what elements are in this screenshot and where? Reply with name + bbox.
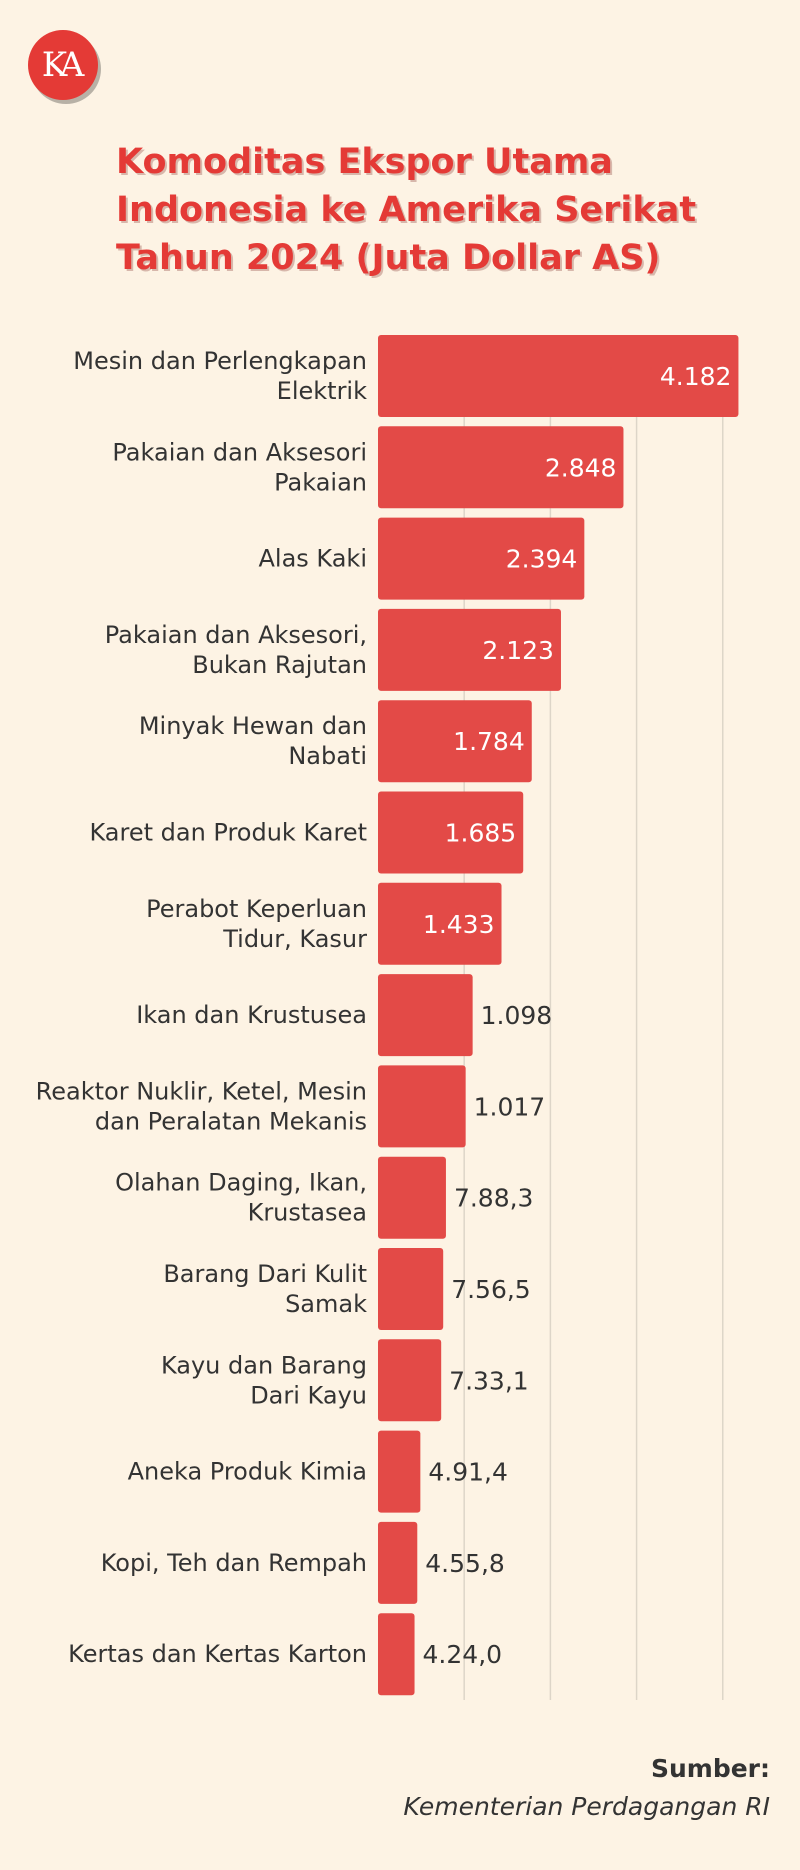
value-label: 4.182 xyxy=(660,362,732,391)
value-label: 7.33,1 xyxy=(449,1366,529,1395)
category-label: Kopi, Teh dan Rempah xyxy=(101,1549,367,1577)
bar xyxy=(378,974,473,1057)
value-label: 2.848 xyxy=(545,453,617,482)
bar xyxy=(378,517,585,600)
chart-title-line-3: Tahun 2024 (Juta Dollar AS) xyxy=(116,238,661,278)
bar xyxy=(378,1156,446,1239)
source-heading: Sumber: xyxy=(650,1754,770,1783)
value-label: 1.433 xyxy=(423,910,495,939)
chart-title-line-1: Komoditas Ekspor Utama xyxy=(116,142,613,182)
bar xyxy=(378,1521,418,1604)
bar xyxy=(378,426,624,509)
category-label: Minyak Hewan dan Nabati xyxy=(139,712,367,770)
chart-title: Komoditas Ekspor Utama Indonesia ke Amer… xyxy=(116,138,776,282)
bar xyxy=(378,1248,444,1330)
value-label: 7.88,3 xyxy=(454,1184,534,1213)
value-label: 4.91,4 xyxy=(428,1458,508,1487)
bar xyxy=(378,1430,421,1513)
bar xyxy=(378,1339,442,1422)
value-label: 1.017 xyxy=(474,1092,546,1121)
bar xyxy=(378,1065,466,1148)
category-label: Mesin dan Perlengkapan Elektrik xyxy=(73,347,367,405)
category-label: Kertas dan Kertas Karton xyxy=(68,1640,367,1668)
value-label: 1.098 xyxy=(481,1001,553,1030)
bar xyxy=(378,700,532,783)
bar xyxy=(378,791,524,874)
category-label: Ikan dan Krustusea xyxy=(136,1001,367,1029)
value-label: 4.24,0 xyxy=(423,1640,503,1669)
source-body: Kementerian Perdagangan RI xyxy=(403,1792,770,1821)
chart-title-line-2: Indonesia ke Amerika Serikat xyxy=(116,190,697,230)
value-label: 2.123 xyxy=(482,636,554,665)
category-label: Pakaian dan Aksesori, Bukan Rajutan xyxy=(105,621,367,679)
category-label: Olahan Daging, Ikan, Krustasea xyxy=(115,1169,367,1227)
source-note: Sumber: Kementerian Perdagangan RI xyxy=(403,1750,770,1826)
bar xyxy=(378,335,739,417)
bar-chart: Mesin dan Perlengkapan Elektrik 4.182 Pakai… xyxy=(36,335,739,1700)
value-label: 1.685 xyxy=(445,819,517,848)
bar xyxy=(378,608,561,691)
category-label: Aneka Produk Kimia xyxy=(128,1458,367,1486)
bar xyxy=(378,1613,415,1696)
value-label: 2.394 xyxy=(506,545,578,574)
category-label: Pakaian dan Aksesori Pakaian xyxy=(112,438,367,496)
bar xyxy=(378,882,502,965)
category-label: Perabot Keperluan Tidur, Kasur xyxy=(146,895,367,953)
category-label: Reaktor Nuklir, Ketel, Mesin dan Peralata… xyxy=(36,1077,367,1135)
brand-logo-text: KA xyxy=(41,45,85,85)
category-label: Barang Dari Kulit Samak xyxy=(163,1260,367,1318)
value-label: 7.56,5 xyxy=(451,1275,531,1304)
category-label: Alas Kaki xyxy=(258,545,367,573)
category-label: Karet dan Produk Karet xyxy=(89,819,367,847)
value-label: 4.55,8 xyxy=(425,1549,505,1578)
value-label: 1.784 xyxy=(453,727,525,756)
brand-logo: KA xyxy=(28,30,98,100)
category-label: Kayu dan Barang Dari Kayu xyxy=(161,1351,367,1409)
